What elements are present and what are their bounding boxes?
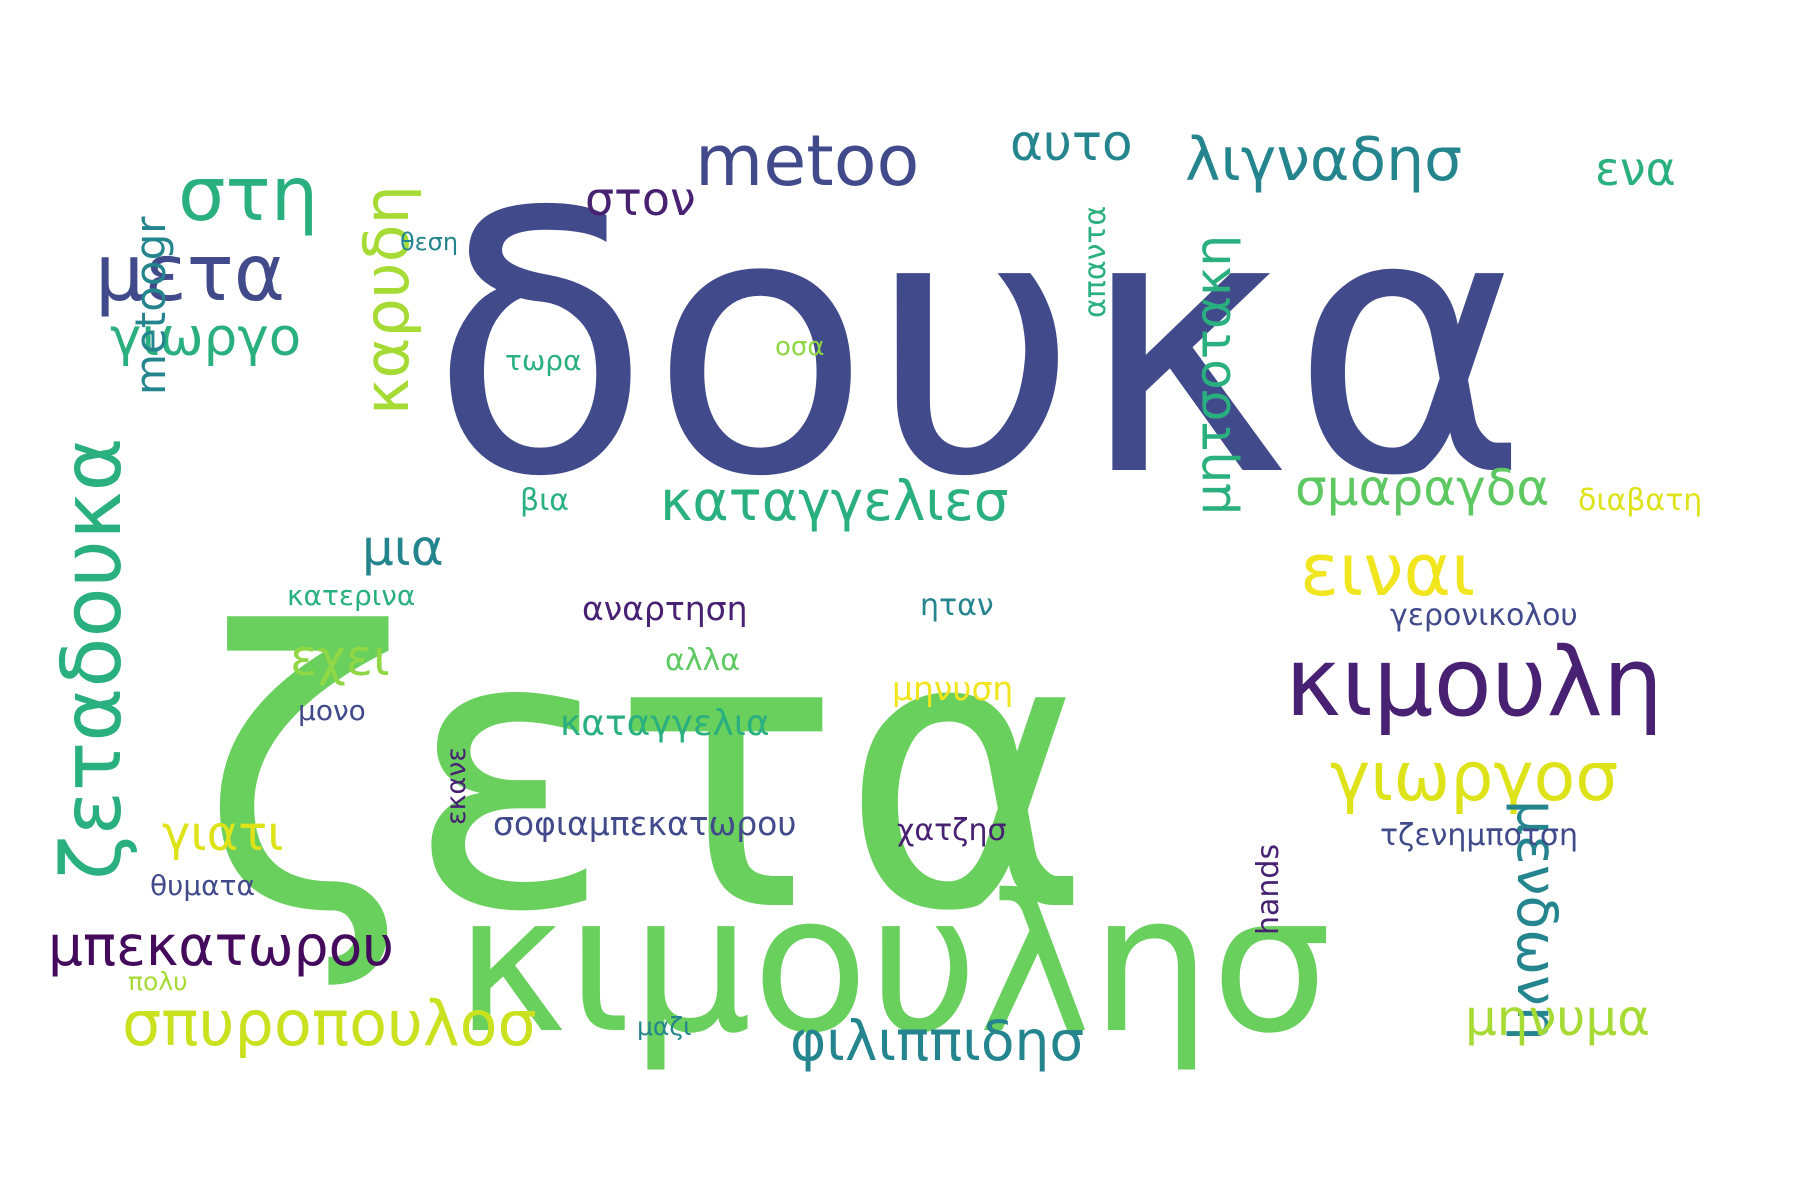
cloud-word: φιλιππιδησ <box>790 1009 1084 1073</box>
cloud-word: γιωργοσ <box>1330 738 1618 817</box>
cloud-word: τζενημποτση <box>1380 818 1578 853</box>
cloud-word: κιμουλη <box>1285 628 1663 738</box>
cloud-word: μονο <box>298 694 366 727</box>
cloud-word: μητσοτακη <box>1184 235 1242 515</box>
cloud-word: εκανε <box>441 747 472 825</box>
cloud-word: θεση <box>400 228 458 256</box>
cloud-word: αυτο <box>1010 114 1133 172</box>
cloud-word: ζετα <box>200 552 1091 995</box>
cloud-word: μια <box>362 519 444 577</box>
cloud-word: στη <box>178 150 318 238</box>
cloud-word: σοφιαμπεκατωρου <box>493 804 796 843</box>
cloud-word: αναρτηση <box>582 589 748 628</box>
cloud-word: καταγγελιεσ <box>660 469 1009 533</box>
cloud-word: καρυδη <box>350 185 423 415</box>
cloud-word: μπεκατωρου <box>48 914 394 978</box>
cloud-word: σπυροπουλοσ <box>122 987 537 1060</box>
cloud-word: metoo <box>695 120 919 202</box>
cloud-word: γερονικολου <box>1390 598 1578 633</box>
cloud-word: βια <box>520 483 569 518</box>
cloud-word: σμαραγδα <box>1295 459 1549 517</box>
cloud-word: λιγναδησ <box>1185 125 1462 195</box>
cloud-word: οσα <box>775 332 825 362</box>
cloud-word: ηταν <box>920 588 994 623</box>
cloud-word: μενδωνη <box>1505 800 1569 1041</box>
cloud-word: κατερινα <box>287 579 415 612</box>
cloud-word: ενα <box>1595 142 1676 196</box>
cloud-word: γιωργο <box>110 307 301 368</box>
cloud-word: αλλα <box>665 643 740 678</box>
cloud-word: μετα <box>95 229 285 319</box>
cloud-word: κιμουλησ <box>455 854 1332 1075</box>
cloud-word: καταγγελια <box>560 703 770 744</box>
cloud-word: θυματα <box>150 869 255 902</box>
cloud-word: μαζι <box>637 1012 691 1041</box>
cloud-word: γιατι <box>162 806 283 862</box>
cloud-word: ειναι <box>1300 528 1475 612</box>
cloud-word: μηνυση <box>892 669 1013 708</box>
cloud-word: μηνυμα <box>1465 989 1650 1047</box>
cloud-word: πολυ <box>128 967 188 996</box>
cloud-word: εχει <box>290 629 390 687</box>
cloud-word: στον <box>585 172 696 226</box>
cloud-word: ζεταδουκα <box>45 437 140 880</box>
cloud-word: hands <box>1251 844 1286 935</box>
cloud-word: χατζησ <box>897 813 1007 848</box>
cloud-word: τωρα <box>505 344 582 377</box>
cloud-word: metoogr <box>126 216 175 395</box>
cloud-word: απαντα <box>1078 206 1113 318</box>
cloud-word: δουκα <box>430 136 1528 555</box>
cloud-word: διαβατη <box>1578 483 1702 518</box>
